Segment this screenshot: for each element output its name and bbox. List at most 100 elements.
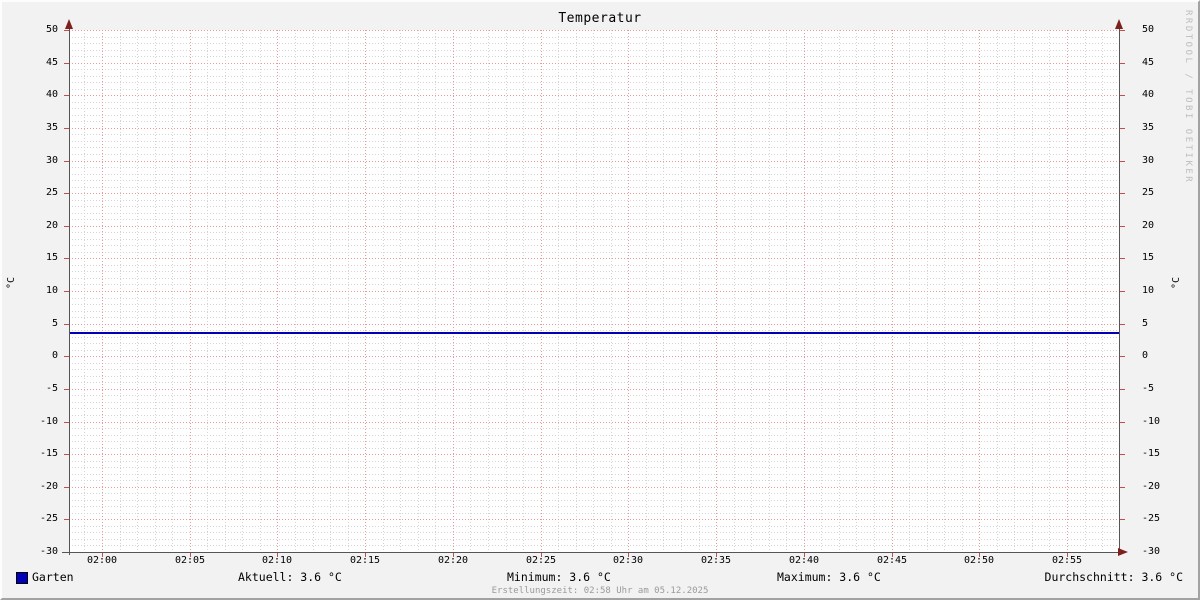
stat-minimum: Minimum: 3.6 °C bbox=[507, 570, 611, 584]
grid-minor-horizontal bbox=[69, 115, 1119, 116]
y-axis-tick bbox=[1120, 389, 1125, 390]
grid-minor-horizontal bbox=[69, 350, 1119, 351]
grid-minor-horizontal bbox=[69, 180, 1119, 181]
y-axis-label-right: 15 bbox=[1142, 252, 1155, 263]
x-axis-label: 02:25 bbox=[525, 555, 557, 566]
y-axis-label-right: 25 bbox=[1142, 187, 1155, 198]
grid-minor-horizontal bbox=[69, 206, 1119, 207]
y-axis-tick bbox=[1120, 291, 1125, 292]
stat-maximum: Maximum: 3.6 °C bbox=[777, 570, 881, 584]
grid-minor-horizontal bbox=[69, 69, 1119, 70]
y-axis-label-left: 35 bbox=[45, 122, 58, 133]
x-axis-label: 02:35 bbox=[700, 555, 732, 566]
y-axis-label-left: 5 bbox=[51, 318, 58, 329]
x-axis-tick bbox=[365, 553, 366, 557]
y-axis-label-left: 10 bbox=[45, 285, 58, 296]
y-axis-label-left: -25 bbox=[39, 513, 58, 524]
x-axis-tick bbox=[804, 553, 805, 557]
grid-minor-horizontal bbox=[69, 102, 1119, 103]
grid-major-horizontal bbox=[69, 324, 1119, 325]
grid-minor-horizontal bbox=[69, 232, 1119, 233]
x-axis-label: 02:00 bbox=[86, 555, 118, 566]
grid-major-horizontal bbox=[69, 128, 1119, 129]
y-axis-tick bbox=[1120, 487, 1125, 488]
x-axis-label: 02:50 bbox=[963, 555, 995, 566]
grid-minor-horizontal bbox=[69, 330, 1119, 331]
grid-major-vertical bbox=[1067, 30, 1068, 552]
y-axis-label-right: -20 bbox=[1142, 481, 1161, 492]
y-axis-tick bbox=[64, 389, 69, 390]
stat-durchschnitt: Durchschnitt: 3.6 °C bbox=[1044, 570, 1183, 584]
x-axis-tick bbox=[1067, 553, 1068, 557]
grid-minor-horizontal bbox=[69, 167, 1119, 168]
grid-minor-horizontal bbox=[69, 213, 1119, 214]
grid-minor-horizontal bbox=[69, 278, 1119, 279]
y-axis-label-right: 50 bbox=[1142, 24, 1155, 35]
y-axis-tick bbox=[64, 128, 69, 129]
rrdtool-watermark: RRDTOOL / TOBI OETIKER bbox=[1183, 10, 1193, 185]
x-axis-arrow-icon bbox=[1118, 548, 1128, 556]
y-axis-tick bbox=[1120, 422, 1125, 423]
y-axis-right-line bbox=[1119, 24, 1120, 552]
y-axis-tick bbox=[1120, 63, 1125, 64]
grid-major-horizontal bbox=[69, 454, 1119, 455]
grid-minor-horizontal bbox=[69, 317, 1119, 318]
grid-minor-horizontal bbox=[69, 134, 1119, 135]
y-axis-tick bbox=[64, 63, 69, 64]
y-axis-tick bbox=[1120, 128, 1125, 129]
y-axis-tick bbox=[64, 226, 69, 227]
grid-minor-horizontal bbox=[69, 56, 1119, 57]
grid-major-vertical bbox=[979, 30, 980, 552]
x-axis-label: 02:20 bbox=[437, 555, 469, 566]
x-axis-tick bbox=[628, 553, 629, 557]
x-axis-tick bbox=[277, 553, 278, 557]
grid-minor-horizontal bbox=[69, 265, 1119, 266]
y-axis-label-left: -10 bbox=[39, 416, 58, 427]
y-axis-label-right: 30 bbox=[1142, 155, 1155, 166]
grid-minor-horizontal bbox=[69, 76, 1119, 77]
grid-major-horizontal bbox=[69, 193, 1119, 194]
grid-minor-horizontal bbox=[69, 141, 1119, 142]
y-axis-label-right: -30 bbox=[1142, 546, 1161, 557]
grid-major-horizontal bbox=[69, 389, 1119, 390]
legend-series-label: Garten bbox=[32, 570, 74, 584]
grid-minor-horizontal bbox=[69, 441, 1119, 442]
y-axis-label-right: 35 bbox=[1142, 122, 1155, 133]
y-axis-tick bbox=[1120, 226, 1125, 227]
grid-minor-horizontal bbox=[69, 461, 1119, 462]
y-axis-tick bbox=[64, 30, 69, 31]
x-axis-label: 02:40 bbox=[788, 555, 820, 566]
y-axis-label-left: 25 bbox=[45, 187, 58, 198]
grid-major-vertical bbox=[892, 30, 893, 552]
series-line-garten bbox=[69, 332, 1119, 334]
grid-major-vertical bbox=[277, 30, 278, 552]
grid-minor-horizontal bbox=[69, 108, 1119, 109]
x-axis-tick bbox=[716, 553, 717, 557]
grid-minor-horizontal bbox=[69, 252, 1119, 253]
grid-minor-horizontal bbox=[69, 480, 1119, 481]
x-axis-tick bbox=[979, 553, 980, 557]
grid-major-vertical bbox=[102, 30, 103, 552]
y-axis-label-right: 0 bbox=[1142, 350, 1149, 361]
grid-minor-horizontal bbox=[69, 467, 1119, 468]
y-axis-label-left: 0 bbox=[51, 350, 58, 361]
x-axis-tick bbox=[892, 553, 893, 557]
grid-minor-horizontal bbox=[69, 311, 1119, 312]
grid-major-vertical bbox=[190, 30, 191, 552]
grid-major-horizontal bbox=[69, 422, 1119, 423]
y-axis-label-right: 20 bbox=[1142, 220, 1155, 231]
y-axis-tick bbox=[64, 193, 69, 194]
y-axis-right-arrow-icon bbox=[1115, 19, 1123, 29]
grid-major-vertical bbox=[365, 30, 366, 552]
y-axis-tick bbox=[1120, 30, 1125, 31]
y-axis-tick bbox=[64, 519, 69, 520]
grid-minor-horizontal bbox=[69, 513, 1119, 514]
y-axis-tick bbox=[1120, 324, 1125, 325]
y-axis-label-right: -5 bbox=[1142, 383, 1155, 394]
y-axis-tick bbox=[1120, 258, 1125, 259]
grid-minor-horizontal bbox=[69, 428, 1119, 429]
x-axis-label: 02:10 bbox=[261, 555, 293, 566]
y-axis-unit-right: °C bbox=[1171, 276, 1182, 290]
stat-aktuell: Aktuell: 3.6 °C bbox=[238, 570, 342, 584]
